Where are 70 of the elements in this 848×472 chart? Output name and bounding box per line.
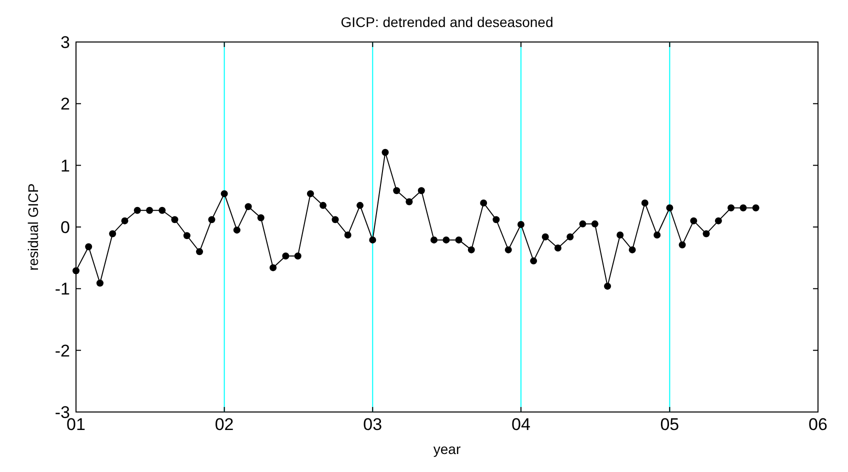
point — [714, 217, 722, 224]
point — [728, 204, 735, 212]
point — [554, 244, 562, 252]
point — [257, 214, 264, 222]
point — [233, 226, 240, 234]
point — [604, 282, 612, 290]
point — [382, 148, 389, 156]
point — [468, 246, 475, 254]
point — [332, 216, 339, 224]
y-tick-label: 2 — [60, 94, 70, 114]
point — [369, 236, 376, 244]
point — [208, 216, 216, 224]
point — [244, 203, 252, 210]
point — [96, 280, 104, 287]
point — [121, 217, 128, 224]
point — [158, 206, 166, 214]
point — [282, 252, 290, 260]
point — [220, 190, 228, 198]
point — [654, 232, 661, 239]
x-tick-label: 04 — [511, 415, 530, 434]
point — [183, 232, 190, 240]
point — [455, 236, 462, 244]
x-tick-label: 03 — [363, 415, 382, 434]
point — [690, 217, 698, 224]
point — [752, 204, 760, 212]
point — [666, 204, 674, 212]
point — [480, 199, 488, 206]
y-tick-label: 3 — [60, 33, 70, 52]
point — [356, 202, 364, 209]
point — [320, 202, 327, 209]
x-tick-label: 06 — [808, 415, 828, 434]
point — [678, 241, 686, 248]
point — [196, 248, 204, 256]
point — [134, 206, 141, 214]
point — [109, 230, 116, 238]
y-tick-label: 0 — [60, 218, 70, 237]
point — [406, 198, 413, 206]
chart-title: GICP: detrended and deseasoned — [340, 14, 554, 30]
point — [740, 204, 747, 212]
point — [641, 199, 648, 206]
point — [72, 267, 80, 274]
point — [566, 233, 574, 240]
point — [306, 190, 314, 198]
point — [579, 220, 586, 228]
x-tick-label: 05 — [660, 415, 680, 434]
point — [344, 232, 352, 239]
point — [270, 264, 277, 272]
y-tick-label: -2 — [54, 341, 70, 360]
point — [616, 232, 624, 239]
point — [294, 252, 302, 260]
y-axis-title: residual GICP — [25, 183, 41, 271]
point — [146, 206, 154, 214]
point — [85, 243, 92, 250]
point — [628, 246, 636, 254]
point — [442, 236, 450, 244]
point — [504, 246, 512, 254]
point — [430, 236, 438, 244]
point — [702, 230, 710, 238]
x-tick-label: 02 — [214, 415, 234, 434]
point — [393, 187, 400, 194]
point — [591, 220, 598, 228]
point — [530, 257, 538, 264]
y-tick-label: -1 — [54, 280, 70, 299]
point — [517, 221, 524, 228]
point — [418, 187, 425, 194]
point — [492, 216, 500, 224]
y-tick-label: 1 — [60, 156, 70, 176]
x-axis-title: year — [433, 441, 461, 457]
point — [171, 216, 178, 224]
point — [542, 233, 549, 240]
